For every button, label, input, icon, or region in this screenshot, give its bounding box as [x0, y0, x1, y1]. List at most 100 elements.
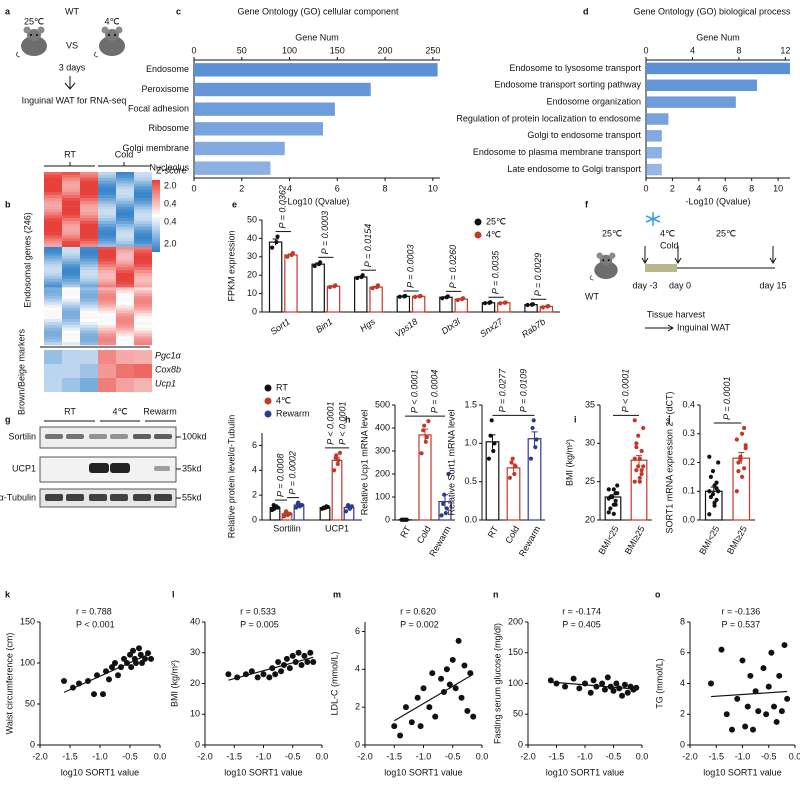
heatmap-cell	[116, 246, 134, 251]
data-point	[621, 681, 628, 688]
panel-letter: f	[585, 199, 589, 209]
data-point	[299, 502, 305, 508]
x-axis-label: -Log10 (Qvalue)	[284, 196, 349, 206]
heatmap-cell	[98, 275, 116, 279]
y-tick-label: 4	[252, 465, 257, 475]
data-point	[636, 433, 641, 438]
heatmap-cell	[62, 232, 80, 236]
data-point	[714, 486, 719, 491]
x-tick-label: 0.0	[476, 751, 489, 761]
heatmap-cell	[62, 183, 80, 187]
bar	[354, 276, 368, 313]
heatmap-cell	[116, 336, 134, 340]
data-point	[741, 466, 747, 471]
heatmap-cell	[98, 252, 116, 256]
heatmap-cell	[80, 180, 98, 184]
data-point	[136, 645, 142, 652]
heatmap-cell	[116, 189, 134, 193]
data-point	[636, 464, 641, 469]
heatmap-cell	[98, 333, 116, 337]
heatmap-cell	[44, 293, 62, 297]
data-point	[718, 646, 725, 653]
heatmap-cell	[44, 183, 62, 187]
data-point	[106, 676, 112, 683]
heatmap-cell	[134, 270, 152, 274]
bar	[646, 130, 662, 142]
heatmap-cell	[62, 275, 80, 279]
heatmap-cell	[98, 350, 116, 364]
data-point	[295, 649, 302, 656]
heatmap-cell	[134, 278, 152, 282]
data-point	[461, 662, 468, 669]
heatmap-cell	[134, 264, 152, 268]
data-point	[553, 680, 560, 687]
data-point	[413, 294, 418, 300]
data-point	[127, 651, 133, 658]
p-value: P = 0.0362	[278, 185, 288, 228]
category-label: Dtx3l	[440, 316, 463, 337]
y-tick-label: 50	[513, 709, 523, 719]
heatmap-cell	[44, 186, 62, 190]
heatmap-cell	[80, 290, 98, 294]
heatmap-cell	[98, 212, 116, 216]
x-tick-label: -2.0	[32, 751, 48, 761]
heatmap-cell	[116, 319, 134, 323]
heatmap-cell	[44, 226, 62, 230]
heatmap-cell	[80, 229, 98, 233]
heatmap-cell	[98, 264, 116, 268]
data-point	[739, 474, 745, 479]
heatmap-cell	[62, 235, 80, 239]
heatmap-cell	[98, 364, 116, 378]
heatmap-cell	[116, 275, 134, 279]
label: 4℃	[112, 406, 127, 416]
x-tick-label: -1.5	[549, 751, 565, 761]
heatmap-cell	[44, 246, 62, 251]
bar	[527, 438, 542, 521]
heatmap-cell	[44, 301, 62, 305]
category-label: RT	[398, 524, 413, 540]
bar	[732, 457, 751, 521]
label: day 0	[669, 280, 691, 290]
label: 35kd	[182, 463, 202, 473]
heatmap-cell	[62, 301, 80, 305]
category-label: Snx27	[478, 316, 505, 339]
y-tick-label: 8	[680, 616, 685, 626]
heatmap-cell	[116, 172, 134, 176]
heatmap-cell	[44, 244, 62, 248]
data-point	[443, 510, 448, 516]
heatmap-cell	[134, 275, 152, 279]
heatmap-cell	[80, 212, 98, 216]
y-tick-label: 0.2	[682, 457, 695, 467]
heatmap-cell	[62, 350, 80, 364]
heatmap-cell	[44, 272, 62, 277]
heatmap-cell	[134, 252, 152, 256]
label: 4℃	[104, 16, 119, 26]
x-tick-label: 6	[335, 183, 340, 193]
data-point	[424, 435, 429, 440]
y-axis-label: Waist circumference (cm)	[4, 633, 14, 735]
heatmap-cell	[116, 327, 134, 331]
heatmap-cell	[44, 206, 62, 210]
heatmap-cell	[62, 264, 80, 268]
data-point	[284, 509, 289, 514]
data-point	[275, 234, 280, 239]
category-label: Rab7b	[520, 316, 547, 339]
decor	[15, 26, 777, 508]
heatmap-cell	[44, 278, 62, 282]
label: Sortilin	[8, 431, 36, 441]
data-point	[744, 703, 751, 710]
data-point	[432, 713, 439, 720]
heatmap-cell	[98, 319, 116, 323]
x2-tick-label: 100	[282, 45, 297, 55]
data-point	[121, 655, 127, 662]
data-point	[260, 671, 267, 678]
data-point	[312, 263, 317, 269]
heatmap-cell	[98, 287, 116, 291]
fit-line	[393, 673, 474, 722]
x-tick-label: -2.0	[520, 751, 536, 761]
data-point	[440, 296, 445, 301]
heatmap-cell	[80, 226, 98, 230]
heatmap-cell	[98, 241, 116, 245]
data-point	[482, 301, 488, 306]
heatmap-cell	[62, 244, 80, 248]
